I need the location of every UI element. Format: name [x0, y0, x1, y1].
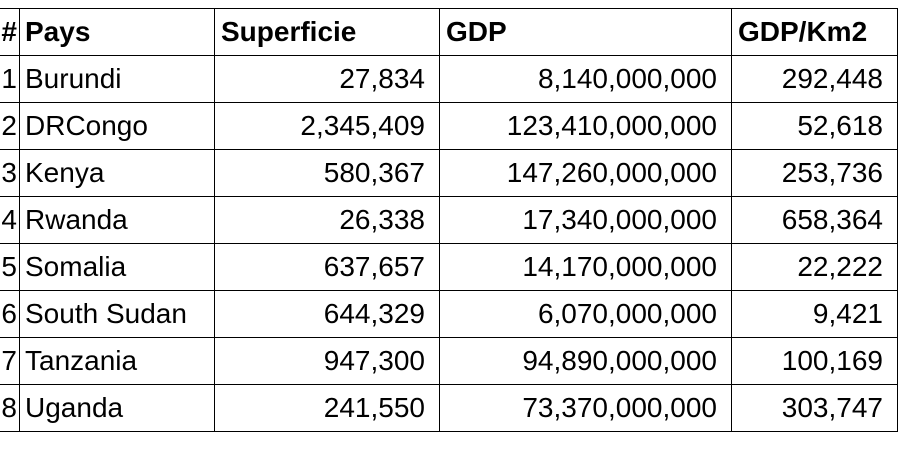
- cell-gdp-per-km2[interactable]: 52,618: [731, 102, 898, 150]
- cell-index[interactable]: 1: [0, 55, 20, 103]
- cell-gdp-per-km2[interactable]: 253,736: [731, 149, 898, 197]
- cell-pays[interactable]: Uganda: [19, 384, 215, 432]
- header-cell-superficie[interactable]: Superficie: [214, 8, 440, 56]
- cell-superficie[interactable]: 580,367: [214, 149, 440, 197]
- cell-superficie[interactable]: 26,338: [214, 196, 440, 244]
- cell-pays[interactable]: Tanzania: [19, 337, 215, 385]
- cell-superficie[interactable]: 637,657: [214, 243, 440, 291]
- cell-pays[interactable]: South Sudan: [19, 290, 215, 338]
- header-cell-pays[interactable]: Pays: [19, 8, 215, 56]
- cell-gdp-per-km2[interactable]: 292,448: [731, 55, 898, 103]
- cell-gdp[interactable]: 6,070,000,000: [439, 290, 732, 338]
- cell-gdp[interactable]: 94,890,000,000: [439, 337, 732, 385]
- cell-index[interactable]: 7: [0, 337, 20, 385]
- cell-gdp[interactable]: 17,340,000,000: [439, 196, 732, 244]
- table-row: 4 Rwanda 26,338 17,340,000,000 658,364: [0, 196, 898, 244]
- cell-gdp[interactable]: 123,410,000,000: [439, 102, 732, 150]
- cell-gdp-per-km2[interactable]: 100,169: [731, 337, 898, 385]
- cell-superficie[interactable]: 241,550: [214, 384, 440, 432]
- cell-gdp-per-km2[interactable]: 22,222: [731, 243, 898, 291]
- table-row: 5 Somalia 637,657 14,170,000,000 22,222: [0, 243, 898, 291]
- header-cell-gdp[interactable]: GDP: [439, 8, 732, 56]
- table-row: 8 Uganda 241,550 73,370,000,000 303,747: [0, 384, 898, 432]
- cell-pays[interactable]: DRCongo: [19, 102, 215, 150]
- cell-gdp[interactable]: 14,170,000,000: [439, 243, 732, 291]
- table-row: 1 Burundi 27,834 8,140,000,000 292,448: [0, 55, 898, 103]
- cell-index[interactable]: 5: [0, 243, 20, 291]
- cell-superficie[interactable]: 27,834: [214, 55, 440, 103]
- header-row: # Pays Superficie GDP GDP/Km2: [0, 8, 898, 56]
- cell-index[interactable]: 3: [0, 149, 20, 197]
- cell-superficie[interactable]: 947,300: [214, 337, 440, 385]
- cell-superficie[interactable]: 2,345,409: [214, 102, 440, 150]
- cell-index[interactable]: 2: [0, 102, 20, 150]
- cell-gdp-per-km2[interactable]: 303,747: [731, 384, 898, 432]
- data-table: # Pays Superficie GDP GDP/Km2 1 Burundi …: [0, 8, 898, 432]
- cell-gdp-per-km2[interactable]: 9,421: [731, 290, 898, 338]
- header-cell-index[interactable]: #: [0, 8, 20, 56]
- cell-pays[interactable]: Rwanda: [19, 196, 215, 244]
- cell-index[interactable]: 6: [0, 290, 20, 338]
- table-row: 2 DRCongo 2,345,409 123,410,000,000 52,6…: [0, 102, 898, 150]
- table-row: 7 Tanzania 947,300 94,890,000,000 100,16…: [0, 337, 898, 385]
- cell-superficie[interactable]: 644,329: [214, 290, 440, 338]
- table-row: 6 South Sudan 644,329 6,070,000,000 9,42…: [0, 290, 898, 338]
- cell-pays[interactable]: Kenya: [19, 149, 215, 197]
- cell-gdp[interactable]: 147,260,000,000: [439, 149, 732, 197]
- header-cell-gdp-per-km2[interactable]: GDP/Km2: [731, 8, 898, 56]
- cell-pays[interactable]: Somalia: [19, 243, 215, 291]
- cell-gdp[interactable]: 73,370,000,000: [439, 384, 732, 432]
- cell-gdp[interactable]: 8,140,000,000: [439, 55, 732, 103]
- cell-index[interactable]: 8: [0, 384, 20, 432]
- cell-gdp-per-km2[interactable]: 658,364: [731, 196, 898, 244]
- cell-index[interactable]: 4: [0, 196, 20, 244]
- table-row: 3 Kenya 580,367 147,260,000,000 253,736: [0, 149, 898, 197]
- cell-pays[interactable]: Burundi: [19, 55, 215, 103]
